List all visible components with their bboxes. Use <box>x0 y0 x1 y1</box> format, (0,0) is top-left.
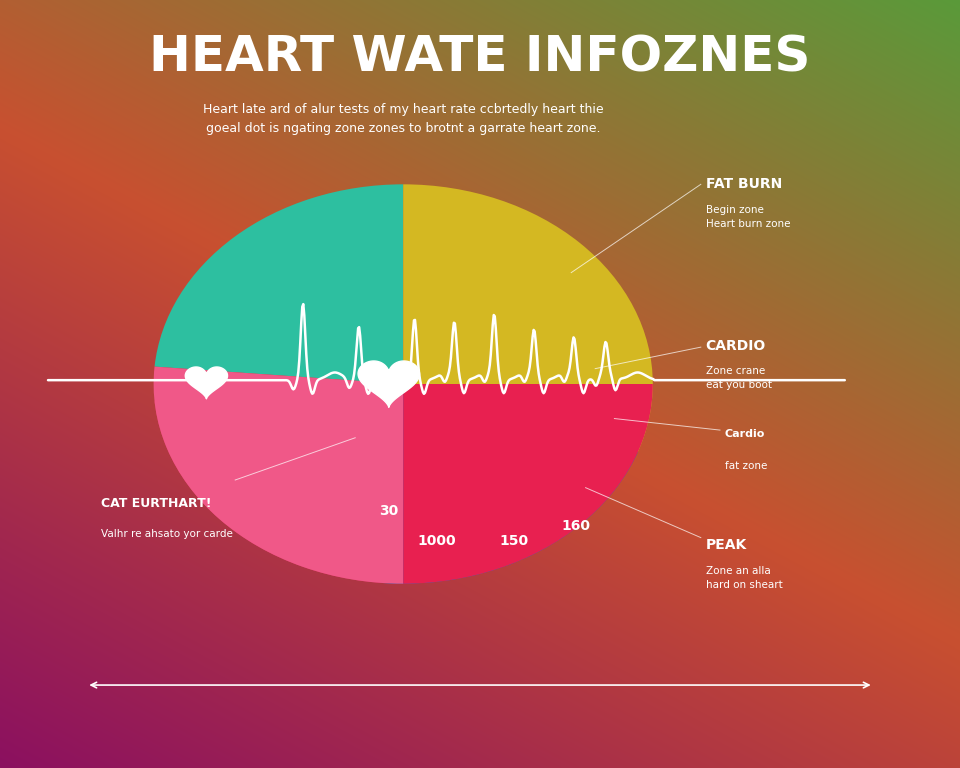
Text: fat zone: fat zone <box>725 461 767 472</box>
Wedge shape <box>154 366 403 584</box>
Wedge shape <box>403 384 653 584</box>
Wedge shape <box>155 184 403 384</box>
Text: CARDIO: CARDIO <box>706 339 766 353</box>
Text: Cardio: Cardio <box>725 429 765 439</box>
Text: Heart late ard of alur tests of my heart rate ccbrtedly heart thie
goeal dot is : Heart late ard of alur tests of my heart… <box>203 103 604 135</box>
Text: FAT BURN: FAT BURN <box>706 177 781 191</box>
Text: Begin zone
Heart burn zone: Begin zone Heart burn zone <box>706 204 790 229</box>
Wedge shape <box>381 384 637 584</box>
Text: Valhr re ahsato yor carde: Valhr re ahsato yor carde <box>101 528 232 539</box>
Text: CAT EURTHART!: CAT EURTHART! <box>101 497 211 509</box>
Text: Zone crane
eat you boot: Zone crane eat you boot <box>706 366 772 390</box>
Text: HEART WATE INFOZNES: HEART WATE INFOZNES <box>150 34 810 81</box>
Text: 150: 150 <box>499 535 528 548</box>
Wedge shape <box>403 384 653 452</box>
Text: 160: 160 <box>562 519 590 533</box>
Polygon shape <box>358 361 420 408</box>
Polygon shape <box>185 367 228 399</box>
Text: 1000: 1000 <box>418 535 456 548</box>
Text: Zone an alla
hard on sheart: Zone an alla hard on sheart <box>706 565 782 590</box>
Text: 30: 30 <box>379 504 398 518</box>
Text: PEAK: PEAK <box>706 538 747 552</box>
Wedge shape <box>403 184 653 384</box>
Wedge shape <box>155 384 403 583</box>
